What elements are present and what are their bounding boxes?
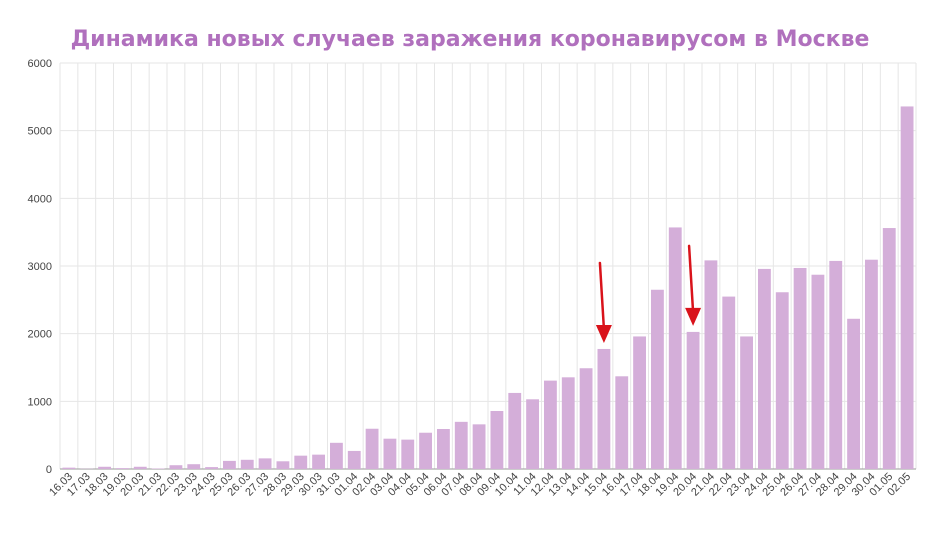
bar-01.04 xyxy=(347,450,361,469)
bar-28.03 xyxy=(276,461,290,469)
y-axis-ticks: 0 1000 2000 3000 4000 5000 6000 xyxy=(28,58,52,476)
bar-29.04 xyxy=(847,318,861,469)
bar-25.04 xyxy=(775,292,789,469)
bar-16.04 xyxy=(615,376,629,469)
y-tick-label: 2000 xyxy=(28,329,52,341)
bar-28.04 xyxy=(829,260,843,469)
bar-10.04 xyxy=(508,392,522,469)
bar-25.03 xyxy=(222,460,236,469)
bar-05.04 xyxy=(419,432,433,469)
bar-07.04 xyxy=(454,421,468,469)
bar-24.04 xyxy=(757,268,771,469)
bar-04.04 xyxy=(401,439,415,469)
bar-18.04 xyxy=(650,289,664,469)
bar-11.04 xyxy=(526,399,540,469)
grid-lines xyxy=(59,62,917,470)
annotations xyxy=(595,244,702,343)
x-axis-ticks: 16.0317.0318.0319.0320.0321.0322.0323.03… xyxy=(47,471,913,499)
bar-02.05 xyxy=(900,106,914,469)
y-tick-label: 6000 xyxy=(28,58,52,70)
annotation-arrow xyxy=(685,244,702,326)
bar-09.04 xyxy=(490,411,504,469)
bar-21.04 xyxy=(704,260,718,469)
bar-16.03 xyxy=(62,467,76,469)
bar-22.04 xyxy=(722,296,736,469)
bar-26.03 xyxy=(240,459,254,469)
bars xyxy=(62,106,914,469)
bar-19.03 xyxy=(115,468,129,469)
bar-08.04 xyxy=(472,424,486,469)
bar-02.04 xyxy=(365,428,379,469)
bar-26.04 xyxy=(793,267,807,469)
bar-27.03 xyxy=(258,458,272,469)
bar-03.04 xyxy=(383,438,397,469)
bar-23.04 xyxy=(740,336,754,469)
chart-title: Динамика новых случаев заражения коронав… xyxy=(71,27,870,52)
y-tick-label: 1000 xyxy=(28,396,52,408)
bar-15.04 xyxy=(597,348,611,469)
bar-19.04 xyxy=(668,227,682,469)
y-tick-label: 4000 xyxy=(28,193,52,205)
bar-30.04 xyxy=(864,259,878,469)
bar-29.03 xyxy=(294,455,308,469)
annotation-arrow xyxy=(595,261,612,343)
bar-23.03 xyxy=(187,464,201,469)
bar-24.03 xyxy=(205,467,219,469)
y-tick-label: 0 xyxy=(46,464,52,476)
bar-20.03 xyxy=(133,466,147,469)
bar-13.04 xyxy=(561,377,575,469)
bar-01.05 xyxy=(882,228,896,469)
bar-30.03 xyxy=(312,454,326,469)
bar-12.04 xyxy=(543,380,557,469)
bar-17.04 xyxy=(633,336,647,469)
y-tick-label: 5000 xyxy=(28,126,52,138)
bar-18.03 xyxy=(98,466,112,469)
bar-14.04 xyxy=(579,368,593,469)
bar-22.03 xyxy=(169,465,183,469)
bar-06.04 xyxy=(436,429,450,469)
bar-31.03 xyxy=(329,442,343,469)
y-tick-label: 3000 xyxy=(28,261,52,273)
bar-20.04 xyxy=(686,331,700,469)
bar-27.04 xyxy=(811,274,825,469)
